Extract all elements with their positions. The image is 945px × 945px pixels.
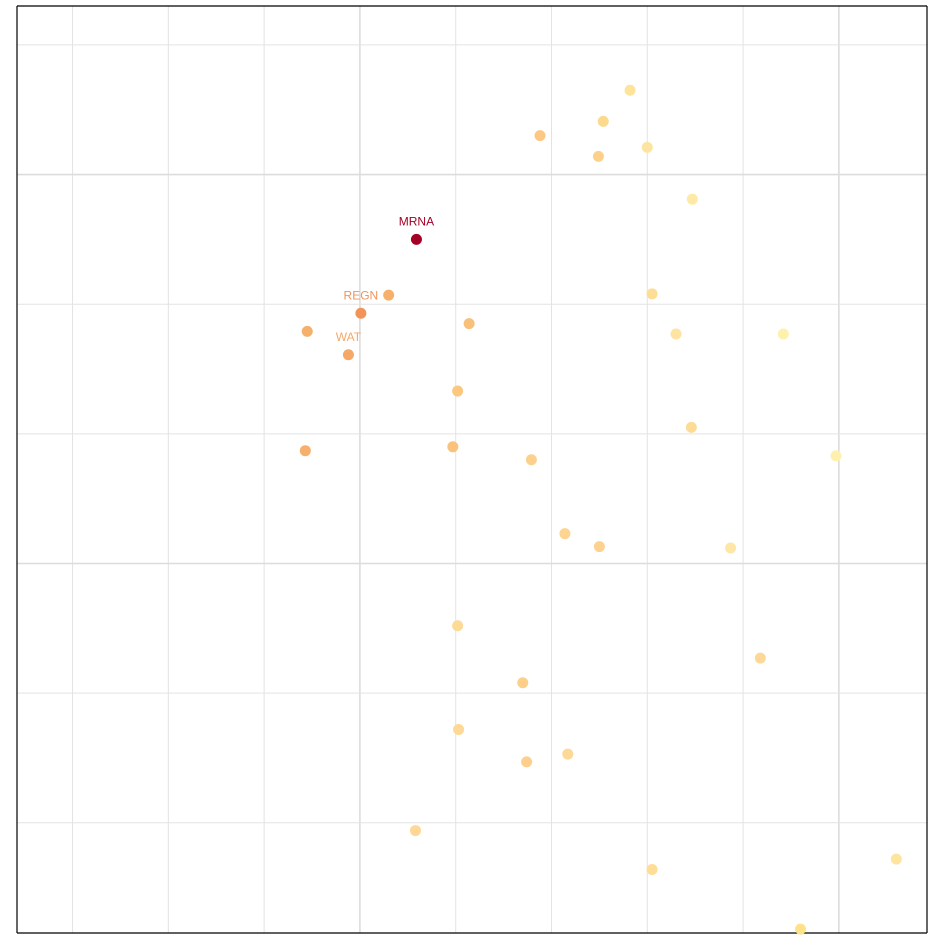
point-label-mrna: MRNA	[399, 214, 434, 228]
data-point-2	[597, 115, 609, 127]
data-point-19	[447, 441, 459, 453]
data-point-27	[517, 677, 529, 689]
data-point-16	[452, 385, 464, 397]
data-point-12	[670, 328, 682, 340]
data-point-32	[646, 863, 658, 875]
data-point-1	[624, 84, 636, 96]
data-point-17	[685, 421, 697, 433]
data-point-mrna	[410, 233, 422, 245]
data-point-3	[534, 130, 546, 142]
data-point-11	[646, 288, 658, 300]
data-point-10	[463, 318, 475, 330]
data-point-4	[592, 150, 604, 162]
data-point-wat	[342, 349, 354, 361]
data-point-6	[686, 193, 698, 205]
points-layer	[299, 84, 902, 935]
data-point-33	[890, 853, 902, 865]
data-point-5	[641, 141, 653, 153]
data-point-23	[593, 541, 605, 553]
data-point-30	[521, 756, 533, 768]
data-point-regn	[355, 307, 367, 319]
data-point-8	[383, 289, 395, 301]
grid-layer	[17, 6, 927, 933]
data-point-13	[777, 328, 789, 340]
axis-layer	[16, 5, 928, 934]
data-point-31	[409, 825, 421, 837]
data-point-18	[299, 445, 311, 457]
data-point-29	[562, 748, 574, 760]
data-point-21	[830, 450, 842, 462]
data-point-26	[754, 652, 766, 664]
data-point-34	[795, 923, 807, 935]
labels-layer: MRNA REGN WAT	[336, 214, 434, 343]
data-point-28	[453, 723, 465, 735]
point-label-regn: REGN	[344, 288, 379, 302]
data-point-25	[452, 620, 464, 632]
data-point-20	[525, 454, 537, 466]
point-label-wat: WAT	[336, 330, 362, 344]
data-point-14	[301, 325, 313, 337]
data-point-22	[559, 528, 571, 540]
data-point-24	[725, 542, 737, 554]
